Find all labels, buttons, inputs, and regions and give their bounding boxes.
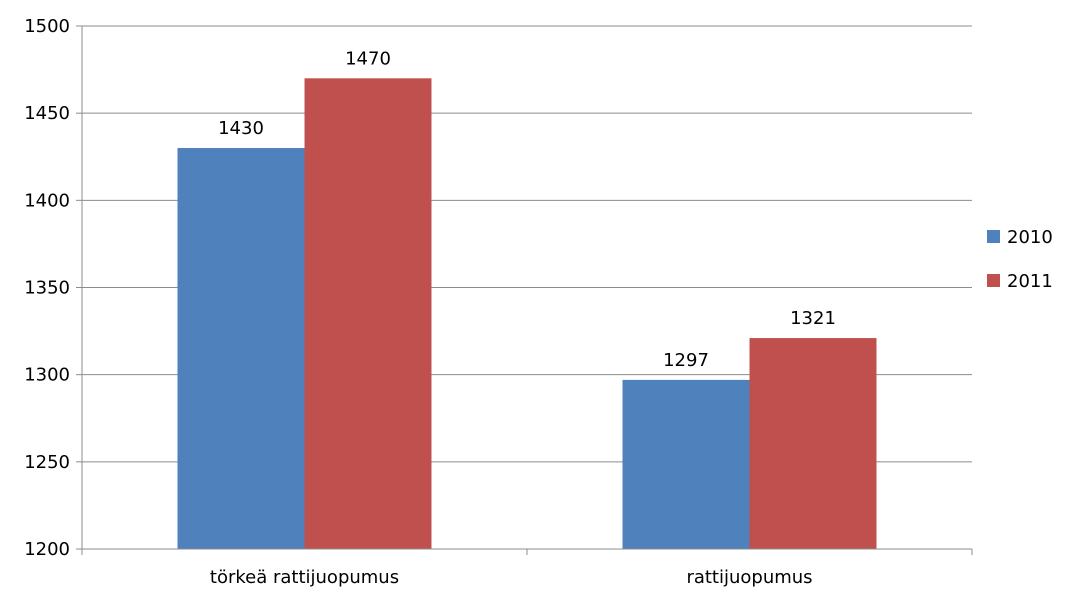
- legend-label: 2010: [1007, 227, 1053, 248]
- y-tick-label: 1200: [24, 539, 70, 560]
- y-tick-label: 1350: [24, 278, 70, 299]
- data-labels: 1430 1470 1297 1321: [218, 48, 836, 371]
- y-axis-ticks: 1200 1250 1300 1350 1400 1450 1500: [24, 16, 82, 560]
- y-tick-label: 1450: [24, 103, 70, 124]
- legend-swatch-2011: [987, 274, 1000, 287]
- legend: 2010 2011: [987, 227, 1053, 292]
- y-tick-label: 1300: [24, 365, 70, 386]
- bar-2011-0: [304, 78, 432, 550]
- bars: [177, 78, 877, 550]
- bar-2011-1: [749, 338, 877, 549]
- y-tick-label: 1500: [24, 16, 70, 37]
- data-label: 1470: [345, 48, 391, 69]
- y-tick-label: 1400: [24, 190, 70, 211]
- data-label: 1430: [218, 118, 264, 139]
- legend-label: 2011: [1007, 271, 1053, 292]
- x-category-label: törkeä rattijuopumus: [210, 567, 399, 588]
- legend-swatch-2010: [987, 230, 1000, 243]
- x-axis: törkeä rattijuopumus rattijuopumus: [81, 26, 973, 588]
- bar-2010-1: [622, 379, 750, 549]
- bar-2010-0: [177, 148, 305, 550]
- data-label: 1297: [663, 350, 709, 371]
- data-label: 1321: [790, 308, 836, 329]
- y-tick-label: 1250: [24, 452, 70, 473]
- x-category-label: rattijuopumus: [686, 567, 812, 588]
